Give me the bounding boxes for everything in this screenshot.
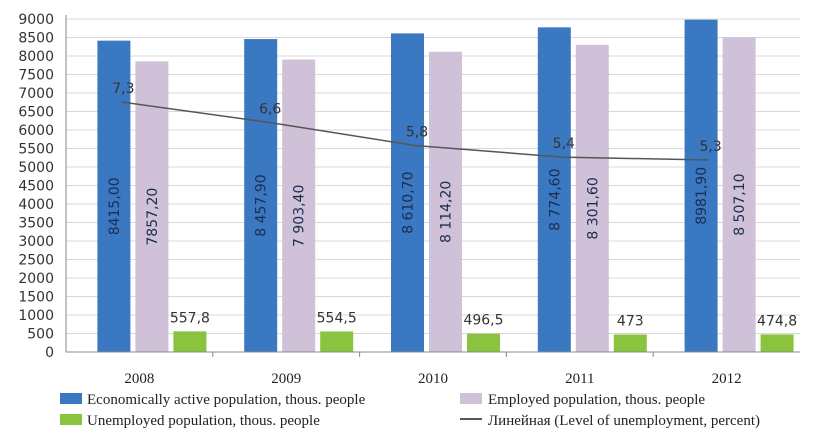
- bar-label-unemployed-2009: 554,5: [317, 310, 357, 326]
- legend: Economically active population, thous. p…: [60, 392, 760, 429]
- bar-unemployed-population-2010: [467, 334, 500, 352]
- bar-label-employed-population-2011: 8 301,60: [585, 177, 601, 239]
- trend-label-2011: 5,4: [553, 136, 575, 152]
- x-tick-label-2009: 2009: [271, 371, 301, 387]
- y-tick-label-2500: 2500: [18, 253, 54, 269]
- y-axis: 0 500 1000 1500 2000 2500 3000 3500 4000 4500 5000…: [18, 12, 66, 361]
- legend-swatch-employed: [460, 393, 482, 404]
- bar-label-unemployed-2011: 473: [617, 313, 644, 329]
- legend-label-employed: Employed population, thous. people: [488, 392, 705, 408]
- bar-label-employed-population-2012: 8 507,10: [732, 173, 748, 235]
- y-tick-label-6500: 6500: [18, 105, 54, 121]
- x-tick-label-2010: 2010: [418, 371, 448, 387]
- bar-label-unemployed-2012: 474,8: [757, 313, 797, 329]
- bar-label-employed-population-2010: 8 114,20: [439, 181, 455, 243]
- y-tick-label-1000: 1000: [18, 308, 54, 324]
- trend-label-2008: 7,3: [112, 81, 134, 97]
- y-tick-label-3500: 3500: [18, 216, 54, 232]
- y-tick-label-8500: 8500: [18, 31, 54, 47]
- y-tick-label-6000: 6000: [18, 123, 54, 139]
- bar-unemployed-population-2009: [320, 331, 353, 352]
- bar-label-economically-active-population-2012: 8981,90: [694, 167, 710, 225]
- y-tick-label-500: 500: [27, 327, 54, 343]
- x-tick-label-2011: 2011: [565, 371, 594, 387]
- bar-label-unemployed-2008: 557,8: [170, 310, 210, 326]
- legend-label-unemployed: Unemployed population, thous. people: [87, 413, 320, 429]
- y-tick-label-8000: 8000: [18, 49, 54, 65]
- y-tick-label-4500: 4500: [18, 179, 54, 195]
- y-tick-label-5000: 5000: [18, 160, 54, 176]
- bar-label-economically-active-population-2009: 8 457,90: [254, 174, 270, 236]
- bar-unemployed-population-2008: [173, 331, 206, 352]
- x-axis: 2008 2009 2010 2011 2012: [66, 352, 800, 387]
- bar-label-employed-population-2009: 7 903,40: [292, 185, 308, 247]
- bar-label-economically-active-population-2010: 8 610,70: [401, 172, 417, 234]
- legend-label-trend-line: Линейная (Level of unemployment, percent…: [488, 413, 760, 429]
- x-tick-label-2012: 2012: [712, 371, 742, 387]
- x-tick-label-2008: 2008: [124, 371, 154, 387]
- y-tick-label-7500: 7500: [18, 68, 54, 84]
- legend-swatch-economically-active: [60, 393, 82, 404]
- bar-label-employed-population-2008: 7857,20: [145, 188, 161, 246]
- y-tick-label-2000: 2000: [18, 271, 54, 287]
- bar-label-economically-active-population-2011: 8 774,60: [547, 168, 563, 230]
- y-tick-label-7000: 7000: [18, 86, 54, 102]
- y-tick-label-0: 0: [45, 345, 54, 361]
- legend-swatch-unemployed: [60, 414, 82, 425]
- y-tick-label-1500: 1500: [18, 290, 54, 306]
- legend-label-economically-active: Economically active population, thous. p…: [87, 392, 366, 408]
- trend-label-2010: 5,8: [406, 125, 428, 141]
- bar-unemployed-population-2012: [761, 334, 794, 352]
- y-tick-label-3000: 3000: [18, 234, 54, 250]
- trend-label-2012: 5,3: [699, 139, 721, 155]
- y-tick-label-5500: 5500: [18, 142, 54, 158]
- bar-label-unemployed-2010: 496,5: [463, 313, 503, 329]
- trend-label-2009: 6,6: [259, 101, 281, 117]
- y-tick-label-9000: 9000: [18, 12, 54, 28]
- y-tick-label-4000: 4000: [18, 197, 54, 213]
- bar-unemployed-population-2011: [614, 334, 647, 352]
- bar-label-economically-active-population-2008: 8415,00: [107, 177, 123, 235]
